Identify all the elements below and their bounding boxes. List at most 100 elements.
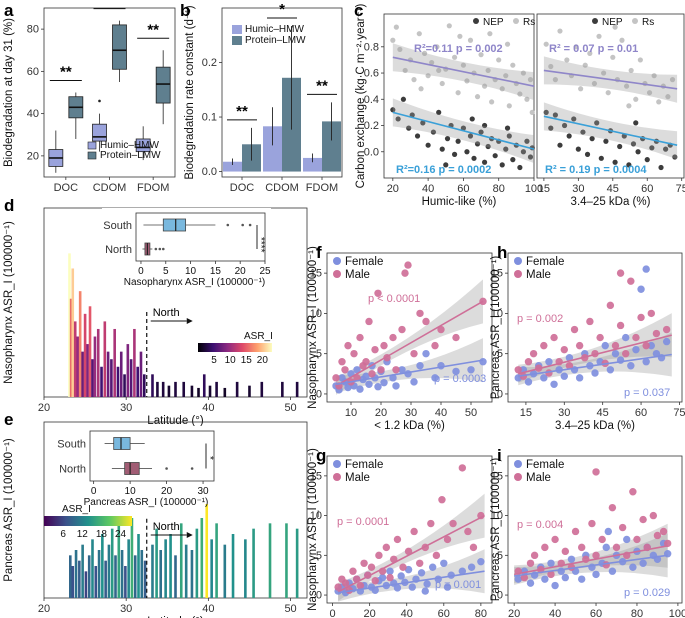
nep-point [633, 120, 639, 126]
inset-background [102, 208, 271, 284]
male-point [639, 515, 647, 524]
colorbar-tick: 10 [225, 355, 237, 366]
rs-annotation: R²=0.11 p = 0.002 [414, 43, 503, 55]
male-point [382, 543, 391, 552]
male-point [526, 559, 535, 567]
latitude-bar [184, 544, 188, 598]
x-axis-title: 3.4–25 kDa (%) [571, 196, 651, 208]
nep-point [455, 138, 461, 144]
latitude-bar [161, 381, 165, 397]
male-point [389, 333, 397, 342]
rs-point [487, 31, 493, 37]
colorbar-tick: 12 [77, 529, 89, 540]
female-point [479, 358, 487, 366]
inset-significance: **** [255, 237, 266, 253]
nep-point [561, 122, 568, 129]
latitude-bar [129, 359, 133, 397]
male-point [647, 309, 655, 318]
latitude-bar [94, 566, 98, 598]
latitude-bar [124, 566, 127, 598]
rs-point [626, 103, 632, 109]
inset-outlier [248, 223, 252, 227]
x-tick-label: 60 [635, 407, 647, 419]
legend-label: Protein–LMW [100, 150, 161, 161]
latitude-bar [200, 518, 204, 598]
nep-point [527, 154, 534, 160]
significance-label: ** [60, 64, 72, 81]
male-point [592, 551, 600, 560]
panel-label-b: b [180, 1, 190, 20]
female-point [550, 380, 558, 388]
female-point [629, 563, 637, 571]
latitude-bar [84, 571, 88, 598]
x-tick-label: 20 [387, 183, 399, 195]
x-tick-label: FDOM [306, 182, 338, 194]
legend-nep-marker [592, 18, 598, 24]
legend-male-marker [333, 270, 341, 278]
latitude-bar [127, 539, 130, 598]
rs-point [529, 109, 535, 115]
male-point [642, 341, 650, 350]
latitude-bar [78, 560, 81, 598]
nep-point [517, 164, 523, 171]
inset-x-tick-label: 20 [161, 486, 173, 497]
nep-point [566, 133, 572, 139]
male-point [422, 317, 430, 326]
fit-line [543, 69, 678, 90]
rs-point [633, 96, 639, 102]
rs-point [596, 33, 602, 39]
legend-male-marker [514, 473, 522, 481]
x-tick-label: 30 [120, 402, 132, 414]
female-point [416, 362, 424, 370]
x-tick-label: 60 [641, 183, 653, 195]
x-tick-label: 20 [508, 608, 520, 618]
rs-point [436, 67, 442, 74]
rs-point [439, 80, 445, 87]
male-point [627, 277, 635, 285]
rs-point [496, 57, 502, 63]
inset-box-North [124, 462, 140, 475]
female-point [602, 543, 610, 552]
rs-point [457, 33, 463, 39]
latitude-bar [156, 381, 159, 397]
female-annotation: p = 0.001 [435, 579, 481, 591]
nep-point [649, 145, 655, 151]
x-tick-label: 15 [520, 407, 532, 419]
legend-label: NEP [483, 17, 504, 28]
y-tick-label: 10 [491, 308, 503, 320]
latitude-bar [74, 550, 78, 598]
rs-point [506, 103, 512, 109]
nep-point [443, 162, 449, 168]
male-point [514, 366, 522, 374]
rs-point [434, 44, 440, 50]
y-tick-label: 0.2 [364, 120, 379, 132]
colorbar-tick: 18 [96, 529, 108, 540]
latitude-bar [71, 566, 75, 598]
female-annotation: p = 0.0003 [434, 373, 486, 385]
male-point [341, 366, 349, 374]
rs-point [517, 91, 523, 97]
latitude-bar [91, 539, 94, 598]
latitude-bar [205, 470, 209, 598]
latitude-bar [117, 523, 121, 598]
nep-point [612, 159, 618, 165]
female-point [575, 374, 584, 382]
female-point [408, 583, 416, 591]
nep-point [644, 157, 650, 163]
female-point [421, 587, 429, 595]
female-point [353, 366, 361, 374]
male-annotation: p = 0.0001 [337, 516, 389, 528]
nep-point [481, 122, 488, 129]
rs-point [552, 77, 558, 83]
female-point [392, 382, 400, 390]
colorbar-tick: 24 [115, 529, 127, 540]
male-point [458, 464, 467, 472]
nep-point [557, 142, 563, 148]
male-point [529, 349, 538, 358]
nep-point [663, 146, 669, 152]
x-tick-label: 100 [525, 183, 543, 195]
legend-swatch [87, 151, 97, 160]
female-point [627, 362, 635, 370]
rs-point [564, 57, 570, 63]
x-tick-label: 30 [405, 407, 417, 419]
